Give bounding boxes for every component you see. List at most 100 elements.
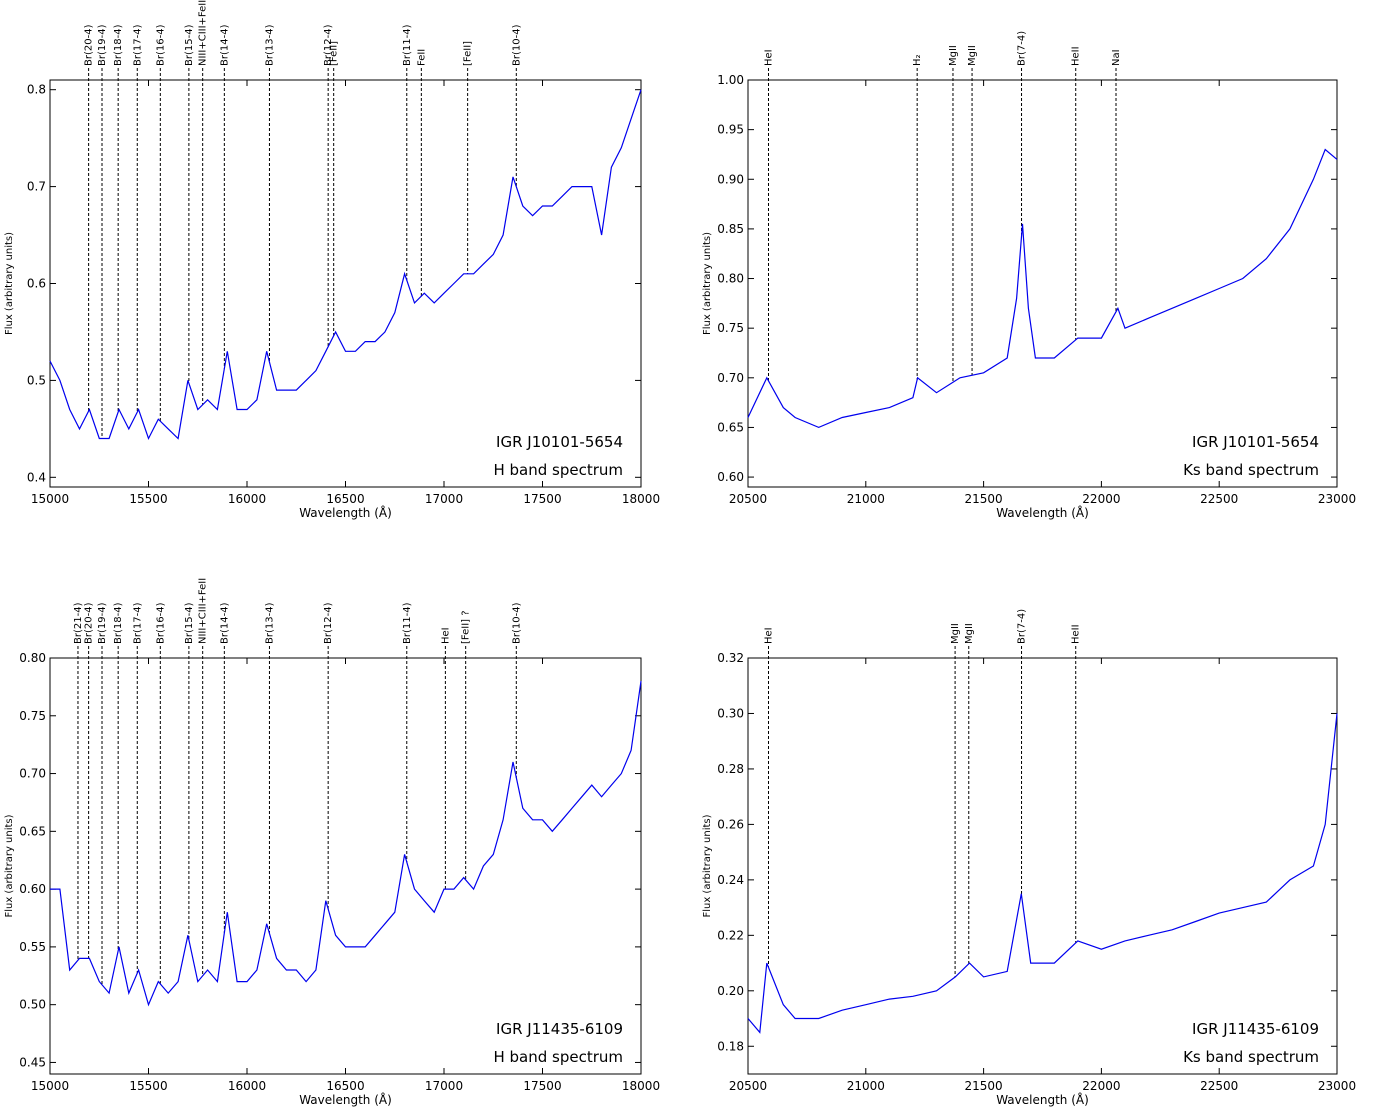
y-tick-label: 0.60 — [19, 882, 46, 896]
x-tick-label: 23000 — [1318, 492, 1356, 506]
spectrum — [747, 713, 1338, 1034]
y-tick-label: 0.75 — [717, 321, 744, 335]
x-tick-label: 22500 — [1200, 1079, 1238, 1093]
x-tick-label: 22000 — [1082, 1079, 1120, 1093]
x-tick-label: 22500 — [1200, 492, 1238, 506]
y-axis-label: Flux (arbitrary units) — [4, 232, 15, 335]
y-axis-label: Flux (arbitrary units) — [702, 232, 713, 335]
x-axis-label: Wavelength (Å) — [299, 1092, 392, 1107]
y-tick-label: 0.70 — [717, 371, 744, 385]
line-label: MgII — [950, 623, 961, 644]
line-label: Br(18-4) — [113, 24, 124, 66]
band-label: H band spectrum — [493, 461, 623, 479]
line-label: HeII — [1071, 46, 1082, 66]
y-axis-label: Flux (arbitrary units) — [702, 814, 713, 917]
x-tick-label: 17500 — [523, 492, 561, 506]
line-label: Br(17-4) — [132, 602, 143, 644]
y-tick-label: 0.18 — [717, 1039, 744, 1053]
line-label: Br(19-4) — [97, 24, 108, 66]
x-tick-label: 16000 — [228, 492, 266, 506]
line-label: Br(15-4) — [184, 602, 195, 644]
line-label: Br(14-4) — [219, 24, 230, 66]
line-label: Br(10-4) — [511, 602, 522, 644]
line-label: NIII+CIII+FeII — [198, 578, 209, 644]
band-label: Ks band spectrum — [1183, 461, 1319, 479]
line-label: H₂ — [912, 54, 923, 66]
line-label: Br(19-4) — [97, 602, 108, 644]
line-label: Br(12-4) — [323, 24, 334, 66]
y-tick-label: 0.95 — [717, 123, 744, 137]
line-label: Br(7-4) — [1017, 609, 1028, 644]
y-tick-label: 0.50 — [19, 998, 46, 1012]
x-tick-label: 15000 — [31, 492, 69, 506]
y-tick-label: 0.24 — [717, 873, 744, 887]
y-tick-label: 0.26 — [717, 817, 744, 831]
line-label: Br(10-4) — [511, 24, 522, 66]
y-tick-label: 0.55 — [19, 940, 46, 954]
x-tick-label: 16500 — [326, 1079, 364, 1093]
y-tick-label: 0.30 — [717, 706, 744, 720]
line-label: MgII — [967, 45, 978, 66]
panel: 20500 21000 21500 22000 22500 23000 0.18 0.20 0.… — [702, 609, 1356, 1107]
line-label: Br(16-4) — [155, 602, 166, 644]
line-label: [FeII] — [329, 41, 340, 66]
x-axis-label: Wavelength (Å) — [996, 505, 1089, 520]
line-label: NaI — [1111, 49, 1122, 66]
line-label: Br(15-4) — [184, 24, 195, 66]
line-label: HeI — [763, 49, 774, 66]
y-tick-label: 0.70 — [19, 767, 46, 781]
line-label: Br(13-4) — [264, 24, 275, 66]
source-label: IGR J10101-5654 — [1192, 433, 1319, 451]
x-axis-label: Wavelength (Å) — [299, 505, 392, 520]
line-label: MgII — [964, 623, 975, 644]
line-label: Br(20-4) — [84, 24, 95, 66]
line-label: Br(11-4) — [402, 24, 413, 66]
y-tick-label: 0.28 — [717, 762, 744, 776]
line-label: HeII — [1071, 624, 1082, 644]
y-tick-label: 0.7 — [27, 180, 46, 194]
y-tick-label: 0.8 — [27, 83, 46, 97]
source-label: IGR J10101-5654 — [496, 433, 623, 451]
y-tick-label: 0.65 — [717, 420, 744, 434]
plot-frame — [49, 79, 642, 488]
line-label: Br(13-4) — [264, 602, 275, 644]
line-label: Br(20-4) — [84, 602, 95, 644]
line-label: HeI — [440, 627, 451, 644]
line-label: [FeII] — [463, 41, 474, 66]
x-tick-label: 23000 — [1318, 1079, 1356, 1093]
x-tick-label: 15000 — [31, 1079, 69, 1093]
band-label: H band spectrum — [493, 1048, 623, 1066]
plot-frame — [49, 657, 642, 1075]
line-label: Br(16-4) — [155, 24, 166, 66]
y-tick-label: 0.85 — [717, 222, 744, 236]
x-tick-label: 18000 — [622, 1079, 660, 1093]
source-label: IGR J11435-6109 — [496, 1020, 623, 1038]
panel: 15000 15500 16000 16500 17000 17500 18000 0.4 0.… — [4, 0, 660, 520]
x-tick-label: 17000 — [425, 492, 463, 506]
line-label: NIII+CIII+FeII — [198, 0, 209, 66]
x-tick-label: 15500 — [129, 492, 167, 506]
line-label: Br(12-4) — [323, 602, 334, 644]
y-tick-label: 0.4 — [27, 470, 46, 484]
line-label: FeII — [416, 49, 427, 66]
line-label: MgII — [948, 45, 959, 66]
x-tick-label: 17000 — [425, 1079, 463, 1093]
line-label: [FeII] ? — [461, 610, 472, 644]
line-label: Br(14-4) — [219, 602, 230, 644]
y-tick-label: 0.60 — [717, 470, 744, 484]
y-tick-label: 0.80 — [717, 272, 744, 286]
y-tick-label: 0.90 — [717, 172, 744, 186]
line-label: Br(21-4) — [73, 602, 84, 644]
x-tick-label: 21500 — [965, 1079, 1003, 1093]
spectrum — [747, 148, 1338, 429]
line-label: Br(17-4) — [132, 24, 143, 66]
x-tick-label: 20500 — [729, 492, 767, 506]
y-axis-label: Flux (arbitrary units) — [4, 814, 15, 917]
y-tick-label: 0.5 — [27, 373, 46, 387]
band-label: Ks band spectrum — [1183, 1048, 1319, 1066]
plot-frame — [747, 657, 1338, 1075]
y-tick-label: 0.65 — [19, 824, 46, 838]
y-tick-label: 0.32 — [717, 651, 744, 665]
line-label: Br(11-4) — [402, 602, 413, 644]
y-tick-label: 0.45 — [19, 1055, 46, 1069]
